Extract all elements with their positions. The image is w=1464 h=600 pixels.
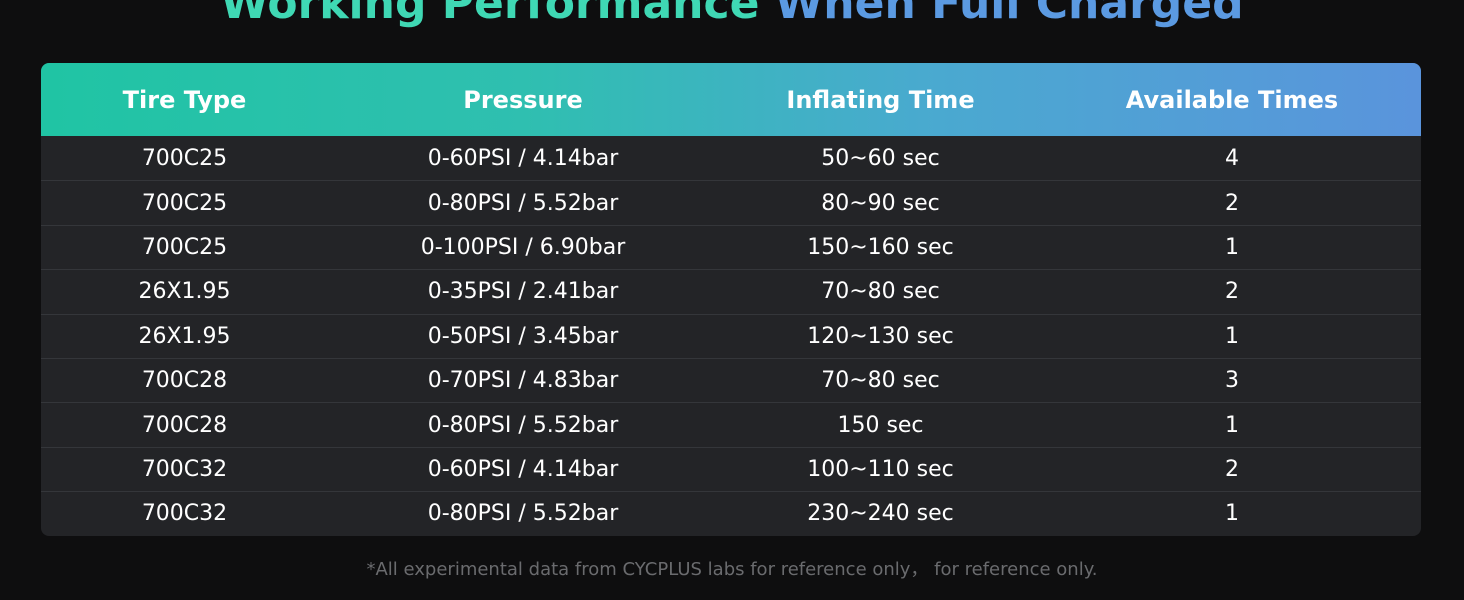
table-cell: 0-80PSI / 5.52bar [427,190,619,216]
table-cell: 80~90 sec [821,190,940,216]
column-header: Available Times [1125,85,1339,114]
table-cell: 0-50PSI / 3.45bar [427,323,619,349]
table-cell: 0-70PSI / 4.83bar [427,368,619,394]
table-header: Tire Type Pressure Inflating Time Available… [41,63,1421,136]
table-cell: 700C32 [141,501,228,527]
table-row: 700C25 0-80PSI / 5.52bar 80~90 sec 2 [41,180,1421,224]
table-row: 700C25 0-100PSI / 6.90bar 150~160 sec 1 [41,224,1421,269]
table-cell: 230~240 sec [807,501,954,527]
column-header: Tire Type [122,85,247,114]
table: Tire Type Pressure Inflating Time Available… [41,63,1421,536]
table-cell: 2 [1225,190,1239,216]
column-header: Pressure [463,85,583,114]
table-cell: 100~110 sec [807,456,954,482]
table-cell: 0-80PSI / 5.52bar [427,412,619,438]
table-cell: 0-60PSI / 4.14bar [427,456,619,482]
table-row: 700C32 0-60PSI / 4.14bar 100~110 sec 2 [41,446,1421,491]
table-cell: 0-35PSI / 2.41bar [427,279,619,305]
table-cell: 1 [1225,234,1239,260]
table-cell: 1 [1225,323,1239,349]
table-cell: 3 [1225,368,1239,394]
table-cell: 700C28 [141,368,228,394]
table-row: 26X1.95 0-50PSI / 3.45bar 120~130 sec 1 [41,313,1421,358]
table-cell: 0-60PSI / 4.14bar [427,145,619,171]
table-cell: 0-80PSI / 5.52bar [427,501,619,527]
table-cell: 2 [1225,456,1239,482]
title: Working Performance When Full Charged [0,0,1464,29]
table-cell: 1 [1225,501,1239,527]
table-cell: 70~80 sec [821,279,940,305]
table-cell: 700C25 [141,145,228,171]
table-cell: 1 [1225,412,1239,438]
table-cell: 4 [1225,145,1239,171]
title-part: Working Performance [220,0,760,29]
table-cell: 26X1.95 [138,279,231,305]
table-cell: 150 sec [837,412,924,438]
table-body: 700C25 0-60PSI / 4.14bar 50~60 sec 4 700C25 0… [41,136,1421,536]
footnote: *All experimental data from CYCPLUS labs… [366,559,1098,580]
table-row: 700C32 0-80PSI / 5.52bar 230~240 sec 1 [41,491,1421,535]
table-cell: 700C28 [141,412,228,438]
table-cell: 50~60 sec [821,145,940,171]
table-cell: 2 [1225,279,1239,305]
table-cell: 700C25 [141,234,228,260]
table-row: 700C28 0-70PSI / 4.83bar 70~80 sec 3 [41,357,1421,402]
table-row: 700C28 0-80PSI / 5.52bar 150 sec 1 [41,402,1421,446]
table-cell: 700C25 [141,190,228,216]
table-row: 700C25 0-60PSI / 4.14bar 50~60 sec 4 [41,136,1421,180]
table-cell: 0-100PSI / 6.90bar [420,234,626,260]
table-cell: 70~80 sec [821,368,940,394]
table-cell: 120~130 sec [807,323,954,349]
title-part: When Full Charged [774,0,1244,29]
table-cell: 26X1.95 [138,323,231,349]
table-cell: 150~160 sec [807,234,954,260]
table-cell: 700C32 [141,456,228,482]
table-row: 26X1.95 0-35PSI / 2.41bar 70~80 sec 2 [41,269,1421,313]
column-header: Inflating Time [786,85,975,114]
